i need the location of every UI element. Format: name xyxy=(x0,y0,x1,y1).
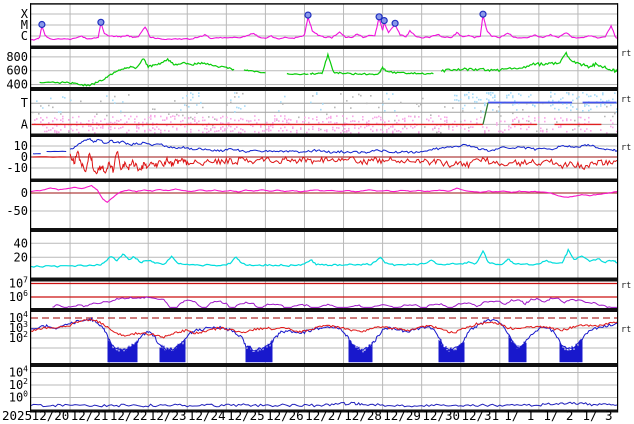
y-tick-label: C xyxy=(21,29,28,43)
y-tick-label: 102 xyxy=(9,377,28,392)
goes-xray xyxy=(30,15,618,41)
frame-top-border xyxy=(30,3,618,5)
x-tick-label: 12/20 xyxy=(32,408,70,423)
x-tick-label: 12/27 xyxy=(305,408,343,423)
proton-high-dropout-fill xyxy=(245,339,273,363)
x-tick-label: 12/25 xyxy=(227,408,265,423)
y-tick-label: 103 xyxy=(9,320,28,335)
activity-level-rise xyxy=(482,102,489,125)
x-tick-label: 12/29 xyxy=(383,408,421,423)
y-tick-label: 104 xyxy=(9,310,28,325)
frame-right-border xyxy=(617,3,619,413)
realtime-flag-label: rt xyxy=(621,325,631,335)
wind-speed xyxy=(243,69,266,74)
y-tick-label: 10 xyxy=(14,139,28,153)
electron-2mev xyxy=(52,296,617,308)
year-label: 2025 xyxy=(2,408,32,423)
y-tick-label: -10 xyxy=(6,161,28,175)
x-tick-label: 1/ 3 xyxy=(582,408,612,423)
proton-high-dropout-fill xyxy=(107,337,138,363)
frame-left-border xyxy=(30,3,32,413)
x-tick-label: 1/ 1 xyxy=(504,408,534,423)
panel-separator-bar xyxy=(30,45,618,49)
proton-high-dropout-fill xyxy=(159,339,186,363)
realtime-flag-label: rt xyxy=(621,49,631,59)
x-tick-label: 12/26 xyxy=(266,408,304,423)
cyan-activity-dots xyxy=(36,91,618,113)
flare-marker xyxy=(304,11,312,19)
y-tick-label: 400 xyxy=(6,78,28,92)
wind-speed xyxy=(39,57,235,87)
panel-separator-bar xyxy=(30,363,618,367)
dst xyxy=(30,184,618,203)
y-tick-label: X xyxy=(21,7,29,21)
x-tick-label: 1/ 2 xyxy=(543,408,573,423)
flare-marker xyxy=(97,18,105,26)
y-tick-label: 100 xyxy=(9,390,28,405)
y-tick-label: T xyxy=(21,96,28,110)
wind-speed xyxy=(440,51,618,74)
panel-separator-bar xyxy=(30,228,618,232)
imf-bt xyxy=(69,137,618,154)
y-tick-label: 40 xyxy=(14,236,28,250)
flare-marker xyxy=(391,19,399,27)
x-tick-label: 12/22 xyxy=(110,408,148,423)
realtime-flag-label: rt xyxy=(621,95,631,105)
y-tick-label: 800 xyxy=(6,50,28,64)
flare-marker xyxy=(38,20,46,29)
proton-high-dropout-fill xyxy=(348,340,373,363)
proton-high-dropout-fill xyxy=(559,338,583,363)
proton-low xyxy=(30,318,618,339)
density xyxy=(30,247,618,268)
x-tick-label: 12/23 xyxy=(149,408,187,423)
wind-speed xyxy=(286,72,309,76)
y-tick-label: 20 xyxy=(14,250,28,264)
panel-separator-bar xyxy=(30,178,618,182)
x-tick-label: 12/24 xyxy=(188,408,226,423)
y-tick-label: 0 xyxy=(21,150,28,164)
y-tick-label: 600 xyxy=(6,64,28,78)
imf-bz xyxy=(69,150,618,175)
flare-marker xyxy=(375,13,383,21)
flare-marker xyxy=(380,17,388,25)
x-tick-label: 12/21 xyxy=(71,408,109,423)
y-tick-label: M xyxy=(21,18,28,32)
y-tick-label: 106 xyxy=(9,289,28,304)
x-tick-label: 12/28 xyxy=(344,408,382,423)
x-tick-label: 12/30 xyxy=(422,408,460,423)
realtime-flag-label: rt xyxy=(621,143,631,153)
y-tick-label: A xyxy=(21,117,29,131)
background-flux xyxy=(30,401,618,408)
y-tick-label: 102 xyxy=(9,330,28,345)
panel-separator-bar xyxy=(30,87,618,91)
realtime-flag-label: rt xyxy=(621,281,631,291)
proton-high-dropout-fill xyxy=(438,339,465,363)
y-tick-label: 104 xyxy=(9,365,28,380)
panel-separator-bar xyxy=(30,133,618,137)
y-tick-label: 107 xyxy=(9,276,28,291)
proton-high-dropout-fill xyxy=(508,335,527,363)
panel-separator-bar xyxy=(30,277,618,282)
y-tick-label: -50 xyxy=(6,204,28,218)
flare-marker xyxy=(479,10,487,18)
x-tick-label: 12/31 xyxy=(461,408,499,423)
y-tick-label: 0 xyxy=(21,186,28,200)
wind-speed xyxy=(309,52,434,76)
panel-separator-bar xyxy=(30,308,618,312)
panel-separator-bar xyxy=(30,409,618,413)
